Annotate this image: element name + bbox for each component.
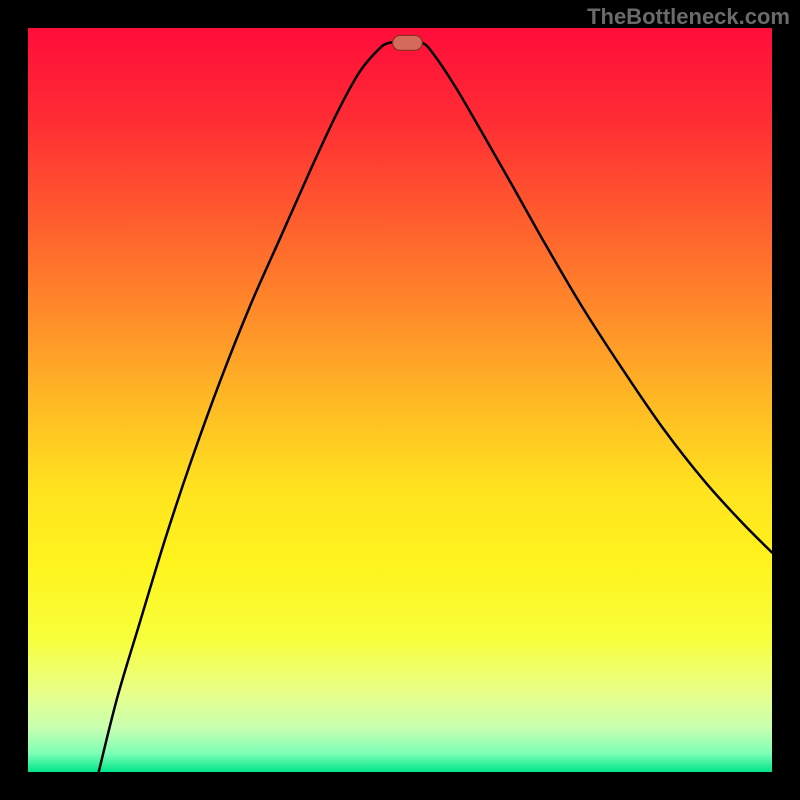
bottleneck-chart bbox=[0, 0, 800, 800]
optimum-marker bbox=[393, 35, 423, 50]
chart-canvas: { "watermark": { "text": "TheBottleneck.… bbox=[0, 0, 800, 800]
gradient-plot-area bbox=[28, 28, 772, 772]
watermark-text: TheBottleneck.com bbox=[587, 4, 790, 30]
